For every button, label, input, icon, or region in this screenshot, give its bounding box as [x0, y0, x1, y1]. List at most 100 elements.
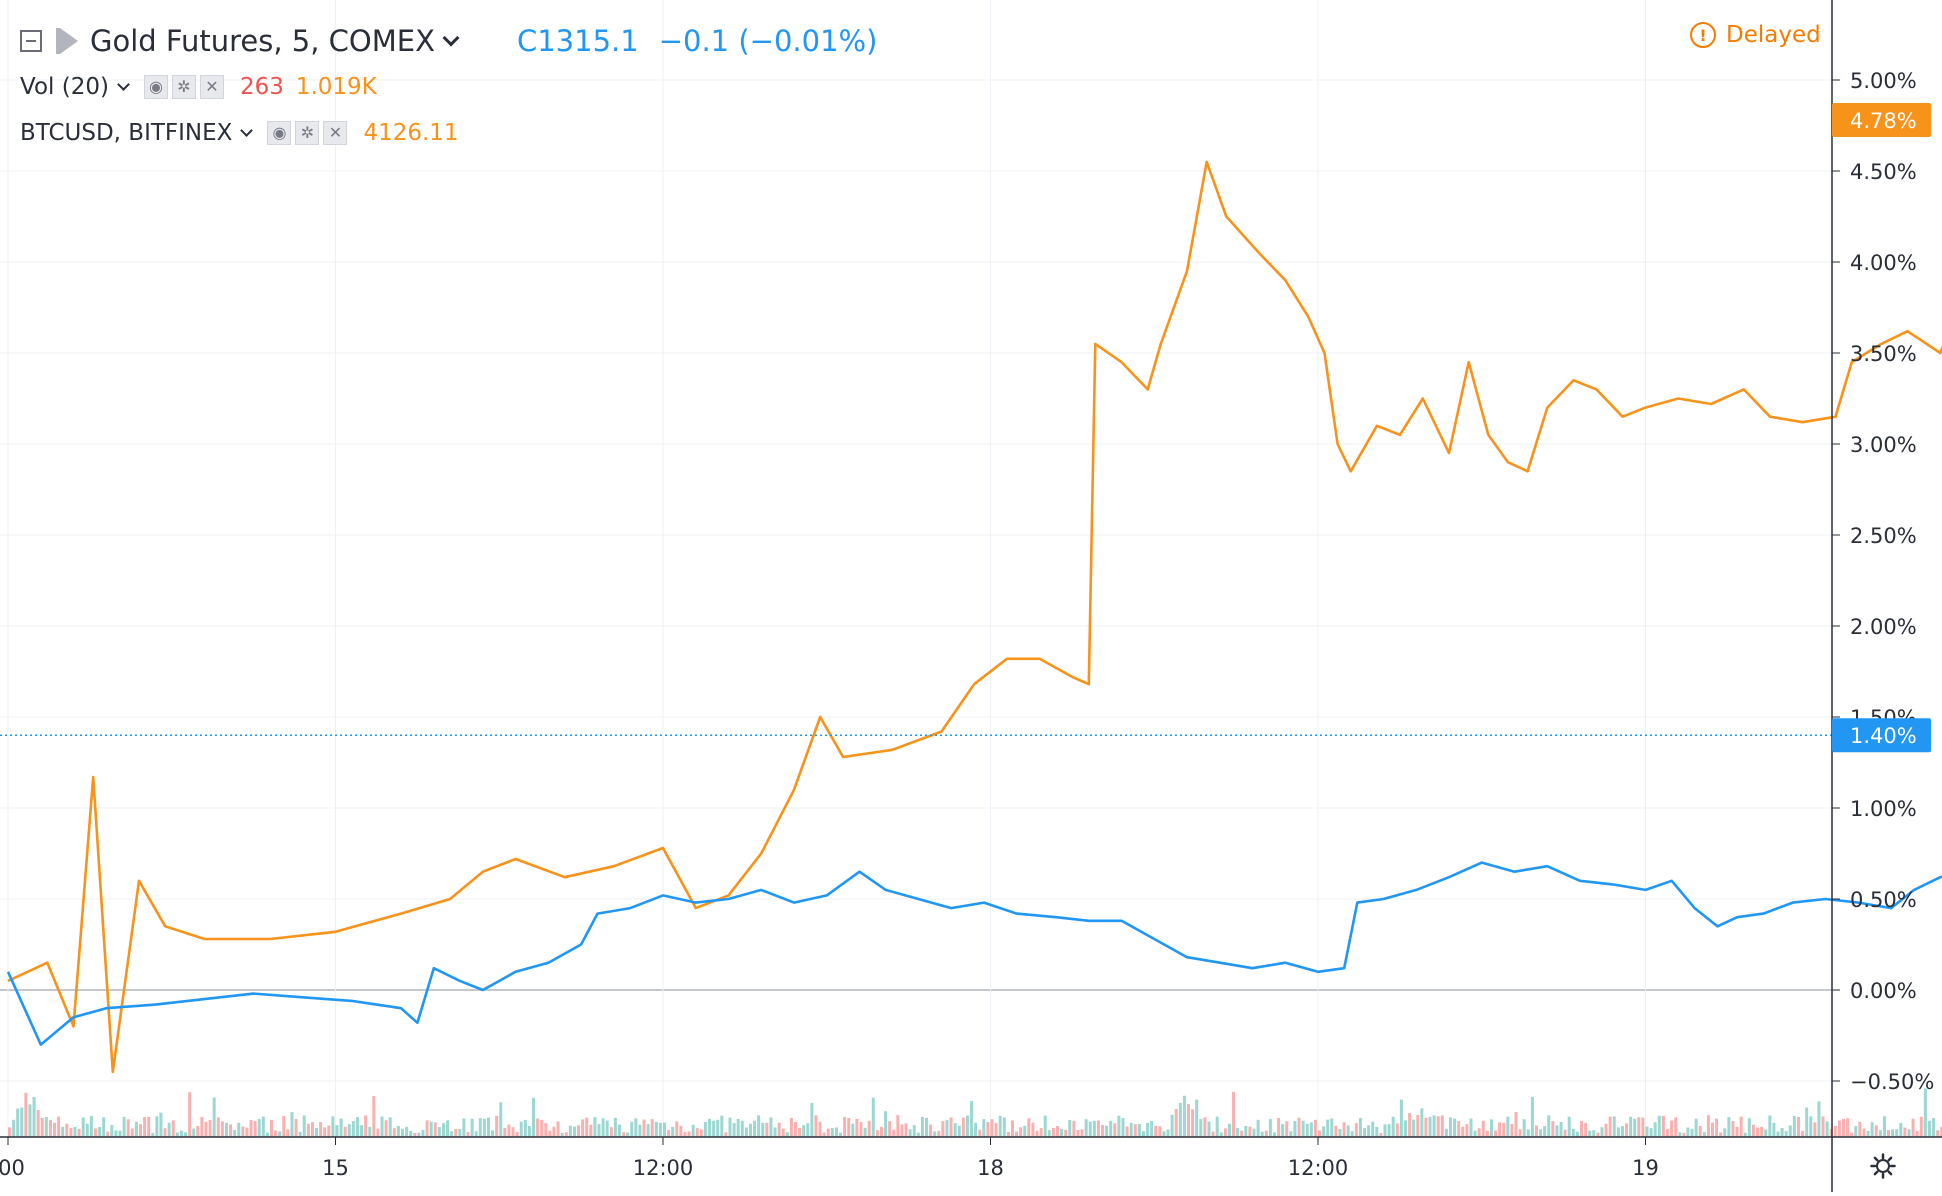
volume-bar [1207, 1121, 1211, 1137]
volume-bar [233, 1130, 237, 1137]
volume-legend-row[interactable]: Vol (20) ◉ ✲ ✕ 263 1.019K [20, 64, 885, 110]
volume-bar [1727, 1117, 1731, 1137]
volume-bar [24, 1092, 28, 1137]
volume-bar [388, 1117, 392, 1137]
volume-bar [663, 1122, 666, 1137]
volume-bar [1244, 1125, 1248, 1137]
volume-bar [1715, 1118, 1719, 1137]
volume-bar [302, 1115, 306, 1137]
volume-bar [441, 1123, 445, 1137]
volume-bar [1399, 1099, 1403, 1137]
volume-bar [315, 1128, 319, 1137]
y-tick-label: 2.00% [1850, 615, 1917, 639]
volume-bar [736, 1119, 740, 1137]
volume-bar [1412, 1119, 1416, 1137]
volume-bar [605, 1120, 609, 1137]
volume-bar [1256, 1119, 1260, 1137]
volume-bar [753, 1120, 757, 1137]
volume-bar [1035, 1130, 1039, 1137]
volume-bar [695, 1128, 699, 1137]
flag-icon[interactable] [56, 28, 78, 54]
volume-bar [1387, 1124, 1391, 1137]
volume-bar [1678, 1132, 1682, 1137]
volume-bar [470, 1118, 474, 1137]
volume-bar [1940, 1126, 1942, 1137]
volume-bar [937, 1130, 941, 1137]
eye-icon[interactable]: ◉ [143, 75, 168, 99]
volume-bar [1510, 1124, 1514, 1137]
volume-bar [527, 1126, 531, 1137]
volume-bar [343, 1126, 347, 1137]
symbol-title[interactable]: Gold Futures, 5, COMEX [90, 24, 435, 58]
last-value-badge [1832, 718, 1931, 753]
volume-bar [1080, 1129, 1084, 1137]
volume-bar [1187, 1104, 1190, 1137]
volume-bar [1858, 1121, 1862, 1137]
volume-bar [20, 1107, 24, 1137]
volume-bar [401, 1128, 404, 1137]
close-icon[interactable]: ✕ [323, 121, 348, 145]
volume-bar [1801, 1130, 1805, 1137]
volume-bar [1686, 1127, 1690, 1137]
volume-bar [212, 1097, 216, 1137]
x-tick-label: 18 [977, 1156, 1004, 1180]
volume-bar [323, 1127, 327, 1137]
volume-bar [1694, 1118, 1698, 1137]
volume-bar [1019, 1127, 1023, 1137]
volume-bar [53, 1122, 57, 1137]
volume-bar [974, 1122, 978, 1137]
symbol-legend-row[interactable]: Gold Futures, 5, COMEX C1315.1 −0.1 (−0.0… [20, 18, 885, 64]
volume-bar [708, 1118, 712, 1137]
volume-bar [1682, 1132, 1686, 1137]
volume-bar [1612, 1116, 1616, 1137]
volume-bar [998, 1115, 1002, 1137]
volume-bar [1043, 1115, 1047, 1137]
compare-label[interactable]: BTCUSD, BITFINEX [20, 120, 233, 146]
compare-value: 4126.11 [363, 120, 459, 146]
volume-bar [986, 1121, 990, 1137]
volume-bar [1174, 1109, 1178, 1137]
volume-bar [1772, 1122, 1776, 1137]
volume-bar [1518, 1129, 1522, 1137]
volume-bar [192, 1128, 196, 1137]
volume-bar [159, 1112, 163, 1137]
volume-bar [1915, 1131, 1919, 1137]
volume-label[interactable]: Vol (20) [20, 74, 109, 100]
volume-bar [884, 1111, 888, 1137]
collapse-legend-icon[interactable] [20, 30, 42, 52]
volume-bar [1862, 1128, 1866, 1137]
compare-legend-row[interactable]: BTCUSD, BITFINEX ◉ ✲ ✕ 4126.11 [20, 110, 885, 156]
volume-bar [929, 1124, 933, 1137]
volume-bar [687, 1131, 691, 1137]
chevron-down-icon[interactable] [442, 29, 460, 47]
volume-bar [671, 1126, 675, 1137]
chevron-down-icon[interactable] [240, 124, 254, 137]
series-line[interactable] [7, 65, 1942, 1074]
chevron-down-icon[interactable] [117, 78, 130, 91]
volume-bar [1739, 1116, 1743, 1137]
y-tick-label: 5.00% [1850, 69, 1917, 93]
volume-bar [1281, 1123, 1285, 1137]
eye-icon[interactable]: ◉ [267, 121, 292, 145]
volume-bar [1363, 1128, 1367, 1137]
delayed-badge[interactable]: ! Delayed [1690, 22, 1821, 48]
close-icon[interactable]: ✕ [199, 75, 224, 99]
volume-bar [1350, 1131, 1354, 1137]
x-tick-label: 15 [322, 1156, 349, 1180]
volume-bar [1555, 1125, 1559, 1137]
volume-bar [364, 1115, 368, 1137]
volume-bar [167, 1122, 171, 1137]
series-line[interactable] [6, 677, 1942, 1046]
volume-bar [1166, 1129, 1170, 1137]
last-value-label: 1.40% [1850, 724, 1917, 748]
volume-bar [1252, 1128, 1256, 1137]
gear-icon[interactable]: ✲ [171, 75, 196, 99]
settings-gear-icon[interactable] [1870, 1153, 1896, 1179]
gear-icon[interactable]: ✲ [295, 121, 320, 145]
volume-bar [1723, 1128, 1727, 1137]
volume-bar [458, 1128, 462, 1137]
volume-bar [1817, 1101, 1821, 1137]
